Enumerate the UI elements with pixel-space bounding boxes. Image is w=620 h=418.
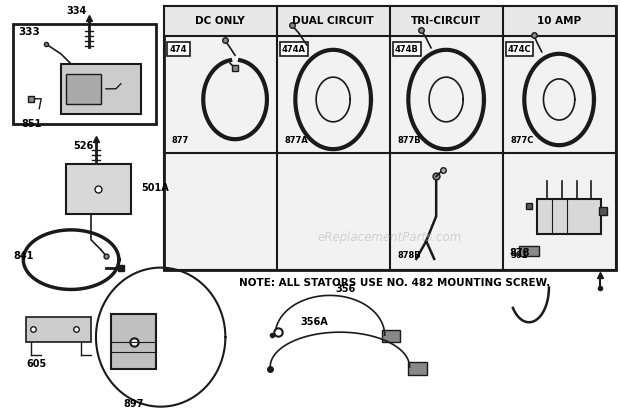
Bar (537, 199, 601, 234)
Bar (392, 42, 420, 56)
Bar (111, 314, 156, 369)
Text: 878B: 878B (397, 251, 421, 260)
Text: 333: 333 (19, 27, 40, 37)
Text: 474C: 474C (508, 45, 531, 54)
Text: 877: 877 (172, 136, 189, 145)
Text: 841: 841 (14, 251, 33, 261)
Bar (66, 164, 131, 214)
Text: 877B: 877B (397, 136, 421, 145)
Bar (506, 42, 533, 56)
Text: 356: 356 (335, 285, 355, 294)
Text: TRI-CIRCUIT: TRI-CIRCUIT (411, 16, 481, 26)
Text: 877A: 877A (285, 136, 308, 145)
Bar (66, 74, 101, 104)
Text: NOTE: ALL STATORS USE NO. 482 MOUNTING SCREW.: NOTE: ALL STATORS USE NO. 482 MOUNTING S… (239, 278, 550, 288)
Bar (519, 246, 539, 256)
Bar (280, 42, 308, 56)
Text: 877C: 877C (511, 136, 534, 145)
Bar (26, 317, 91, 342)
Text: 851: 851 (21, 119, 42, 129)
Text: 501A: 501A (141, 183, 169, 193)
Text: eReplacementParts.com: eReplacementParts.com (317, 231, 462, 244)
Text: 474B: 474B (394, 45, 418, 54)
Bar (61, 64, 141, 114)
Text: 897: 897 (123, 399, 144, 409)
Text: 878: 878 (509, 248, 529, 258)
Text: 501: 501 (511, 251, 528, 260)
Text: 526: 526 (73, 141, 94, 151)
Bar (382, 330, 400, 342)
Bar (164, 6, 616, 270)
Text: 605: 605 (26, 359, 46, 369)
Bar (164, 6, 616, 36)
Bar (407, 362, 427, 375)
Text: 334: 334 (66, 6, 86, 16)
Text: 356A: 356A (300, 317, 328, 327)
Bar (167, 42, 190, 56)
Text: 10 AMP: 10 AMP (537, 16, 581, 26)
Text: DUAL CIRCUIT: DUAL CIRCUIT (292, 16, 374, 26)
Text: DC ONLY: DC ONLY (195, 16, 245, 26)
Bar (14, 24, 156, 124)
Text: 474: 474 (169, 45, 187, 54)
Text: 474A: 474A (281, 45, 306, 54)
